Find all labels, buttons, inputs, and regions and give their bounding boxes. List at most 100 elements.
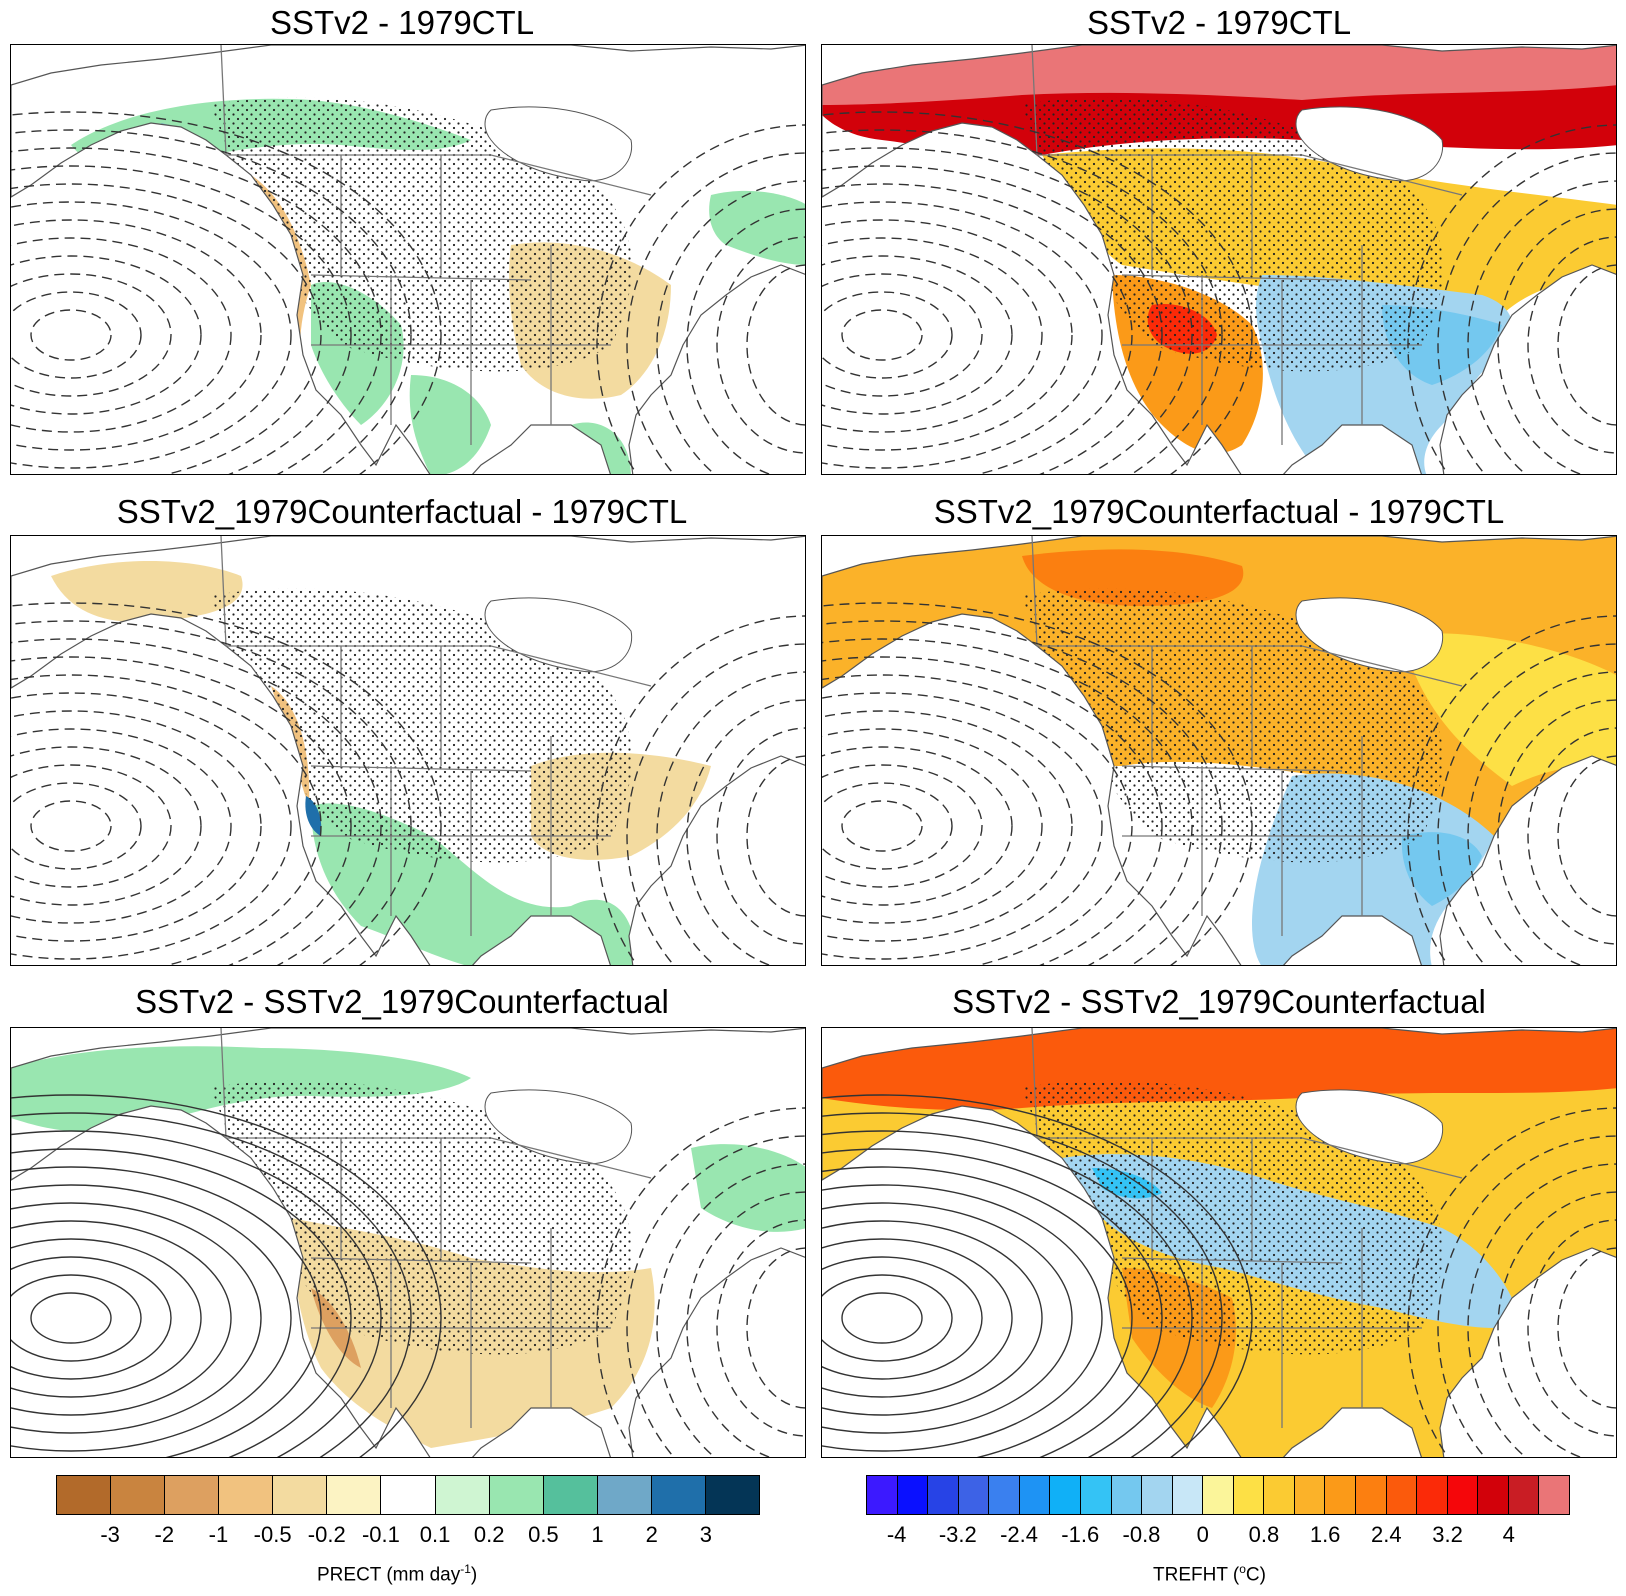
colorbar-tick-label: -3 [100,1522,120,1547]
geopotential-contours [11,602,805,965]
colorbar-swatch [273,1476,328,1514]
colorbar-swatch [1142,1476,1173,1514]
anomaly-region [409,375,491,474]
colorbar-swatch [1019,1476,1051,1514]
colorbar-swatch [1417,1476,1448,1514]
political-borders [1031,536,1463,936]
political-borders [220,536,652,936]
political-borders [1031,45,1463,445]
map-temp-2 [821,535,1617,966]
panel-title-temp-2: SSTv2_1979Counterfactual - 1979CTL [933,493,1505,530]
panel-title-precip-2: SSTv2_1979Counterfactual - 1979CTL [116,493,688,530]
colorbar-swatch [1478,1476,1509,1514]
colorbar-tick-label: -0.1 [361,1522,400,1547]
colorbar-swatch [1508,1476,1540,1514]
colorbar-tick-label: -4 [886,1522,907,1547]
colorbar-swatch [1386,1476,1418,1514]
colorbar-precip [56,1475,760,1515]
anomaly-region [822,1028,1616,1110]
colorbar-swatch [928,1476,959,1514]
colorbar-tick-label: 4 [1502,1522,1515,1547]
anomaly-region [1402,633,1616,786]
colorbar-temp [866,1475,1570,1515]
anomaly-region [691,1144,805,1232]
colorbar-swatch [219,1476,274,1514]
panel-title-temp-3: SSTv2 - SSTv2_1979Counterfactual [952,983,1486,1020]
colorbar-swatch [1325,1476,1356,1514]
colorbar-tick-label: -2 [154,1522,175,1547]
colorbar-swatch [705,1476,760,1514]
geopotential-contours [11,111,805,474]
map-precip-1 [10,44,806,475]
colorbar-tick-label: -1.6 [1061,1522,1100,1547]
colorbar-tick-label: -3.2 [938,1522,977,1547]
colorbar-swatch [1264,1476,1295,1514]
colorbar-swatch [867,1476,898,1514]
colorbar-swatch [597,1476,652,1514]
colorbar-swatch [327,1476,382,1514]
political-borders [220,45,652,445]
geopotential-contours [822,1094,1616,1457]
geopotential-contours [11,1094,805,1457]
colorbar-swatch [1172,1476,1204,1514]
coastline [11,1028,805,1457]
political-borders [1031,1028,1463,1428]
colorbar-temp-ticks: -4 -3.2 -2.4 -1.6 -0.8 0 0.8 1.6 2.4 3.2 4 [866,1522,1570,1552]
coastline [822,536,1616,965]
colorbar-swatch [165,1476,220,1514]
colorbar-tick-label: 0.1 [419,1522,451,1547]
colorbar-swatch [1233,1476,1265,1514]
political-borders [220,1028,652,1428]
map-precip-2 [10,535,806,966]
colorbar-swatch [1203,1476,1234,1514]
coastline [11,45,805,474]
colorbar-swatch [1111,1476,1143,1514]
coastline [11,536,805,965]
colorbar-swatch [1539,1476,1569,1514]
geopotential-contours [822,602,1616,965]
colorbar-tick-label: 1.6 [1309,1522,1341,1547]
colorbar-swatch [111,1476,166,1514]
colorbar-temp-label: TREFHT (oC) [1153,1562,1266,1586]
colorbar-tick-label: -0.2 [307,1522,346,1547]
colorbar-swatch [489,1476,544,1514]
colorbar-swatch [1080,1476,1112,1514]
colorbar-swatch [958,1476,990,1514]
coastline [822,1028,1616,1457]
anomaly-region [822,45,1616,105]
colorbar-tick-label: 0.8 [1248,1522,1280,1547]
colorbar-swatch [543,1476,598,1514]
colorbar-swatch [989,1476,1020,1514]
colorbar-swatch [897,1476,929,1514]
anomaly-region [709,190,805,265]
colorbar-tick-label: -0.5 [253,1522,292,1547]
panel-title-precip-1: SSTv2 - 1979CTL [269,4,535,41]
colorbar-swatch [1050,1476,1081,1514]
colorbar-swatch [1356,1476,1387,1514]
anomaly-region [305,796,322,836]
colorbar-swatch [651,1476,706,1514]
colorbar-swatch [381,1476,436,1514]
colorbar-precip-ticks: -3 -2 -1 -0.5 -0.2 -0.1 0.1 0.2 0.5 1 2 3 [56,1522,760,1552]
panel-title-precip-3: SSTv2 - SSTv2_1979Counterfactual [135,983,669,1020]
colorbar-precip-label: PRECT (mm day-1) [317,1562,478,1586]
colorbar-swatch [57,1476,112,1514]
map-temp-3 [821,1027,1617,1458]
colorbar-swatch [435,1476,490,1514]
colorbar-swatch [1447,1476,1479,1514]
colorbar-tick-label: 3 [699,1522,712,1547]
colorbar-tick-label: 2.4 [1371,1522,1402,1547]
colorbar-tick-label: 0.5 [528,1522,559,1547]
colorbar-tick-label: -0.8 [1122,1522,1161,1547]
colorbar-swatch [1294,1476,1326,1514]
anomaly-region [1401,832,1482,906]
coastline [822,45,1616,474]
colorbar-tick-label: 0 [1196,1522,1209,1547]
colorbar-tick-label: 1 [591,1522,604,1547]
anomaly-region [51,561,243,623]
colorbar-tick-label: 2 [645,1522,658,1547]
colorbar-tick-label: 0.2 [473,1522,505,1547]
map-precip-3 [10,1027,806,1458]
panel-title-temp-1: SSTv2 - 1979CTL [1086,4,1352,41]
geopotential-contours [822,111,1616,474]
